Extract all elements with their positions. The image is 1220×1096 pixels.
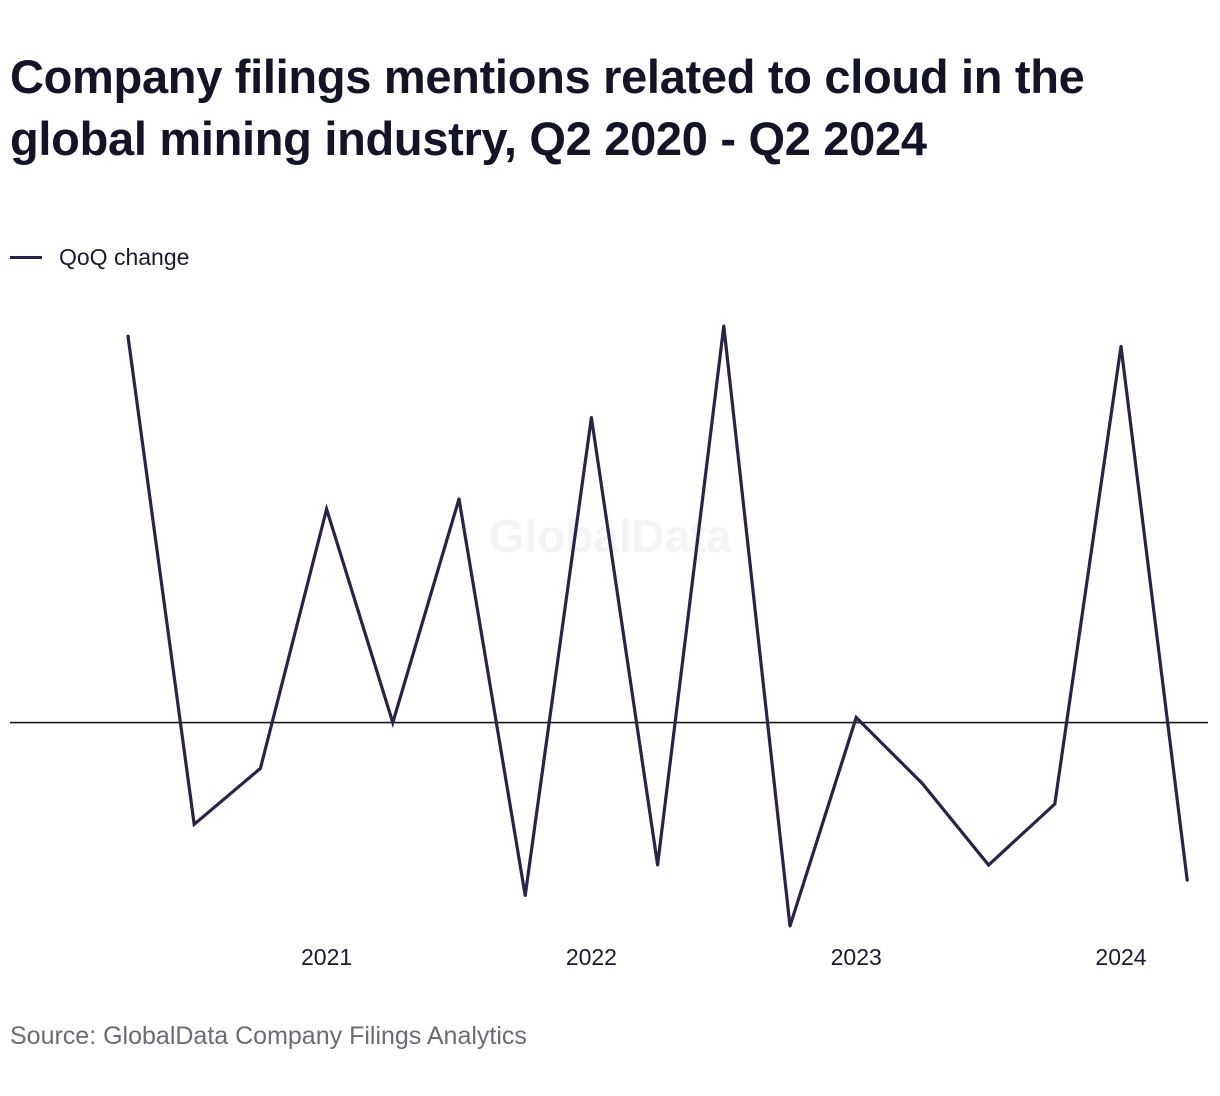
data-point [126,334,130,338]
line-chart: GlobalData 2021 2022 2023 2024 [10,324,1208,970]
data-point [1053,802,1057,806]
legend: QoQ change [10,243,189,271]
x-tick-label: 2022 [566,944,617,970]
data-point [722,324,726,328]
x-tick-label: 2023 [831,944,882,970]
data-point [1185,878,1189,882]
data-point [656,863,660,867]
data-point [854,716,858,720]
data-point [457,497,461,501]
data-point [788,924,792,928]
data-point [589,416,593,420]
x-tick-label: 2021 [301,944,352,970]
data-point [987,863,991,867]
legend-swatch [10,255,42,259]
data-point [325,507,329,511]
data-point [192,822,196,826]
legend-label: QoQ change [59,243,190,270]
chart-title: Company filings mentions related to clou… [10,50,1085,165]
data-point [523,893,527,897]
data-point [1119,344,1123,348]
series-line [126,325,1189,927]
data-point [391,721,395,725]
source-note: Source: GlobalData Company Filings Analy… [10,1022,527,1050]
x-tick-label: 2024 [1095,944,1146,970]
data-point [258,766,262,770]
data-point [920,782,924,786]
